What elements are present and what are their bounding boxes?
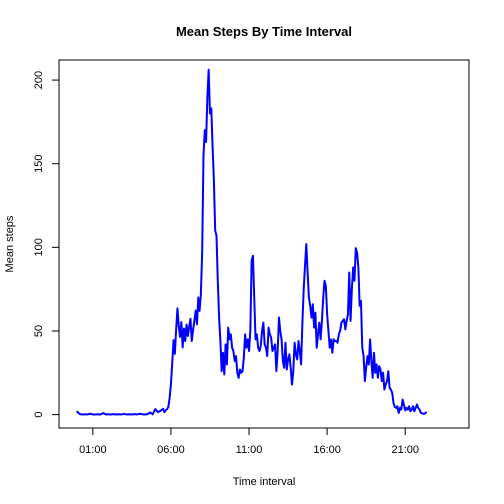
y-tick-label: 100 — [33, 238, 45, 256]
x-tick-label: 01:00 — [79, 444, 107, 456]
y-tick-label: 200 — [33, 71, 45, 89]
x-tick-label: 21:00 — [391, 444, 419, 456]
series-layer — [76, 68, 428, 416]
x-axis: 01:00 06:00 11:00 16:00 21:00 — [79, 427, 419, 456]
x-tick-label: 06:00 — [157, 444, 185, 456]
series-line — [76, 68, 428, 416]
chart-title: Mean Steps By Time Interval — [176, 24, 352, 39]
y-axis: 0 50 100 150 200 — [33, 71, 60, 418]
y-axis-label: Mean steps — [4, 215, 16, 272]
y-tick-label: 150 — [33, 155, 45, 173]
x-tick-label: 16:00 — [313, 444, 341, 456]
plot-frame — [58, 59, 470, 429]
y-tick-label: 0 — [33, 412, 45, 418]
y-tick-label: 50 — [33, 325, 45, 337]
x-tick-label: 11:00 — [236, 444, 263, 456]
x-axis-label: Time interval — [233, 476, 296, 488]
